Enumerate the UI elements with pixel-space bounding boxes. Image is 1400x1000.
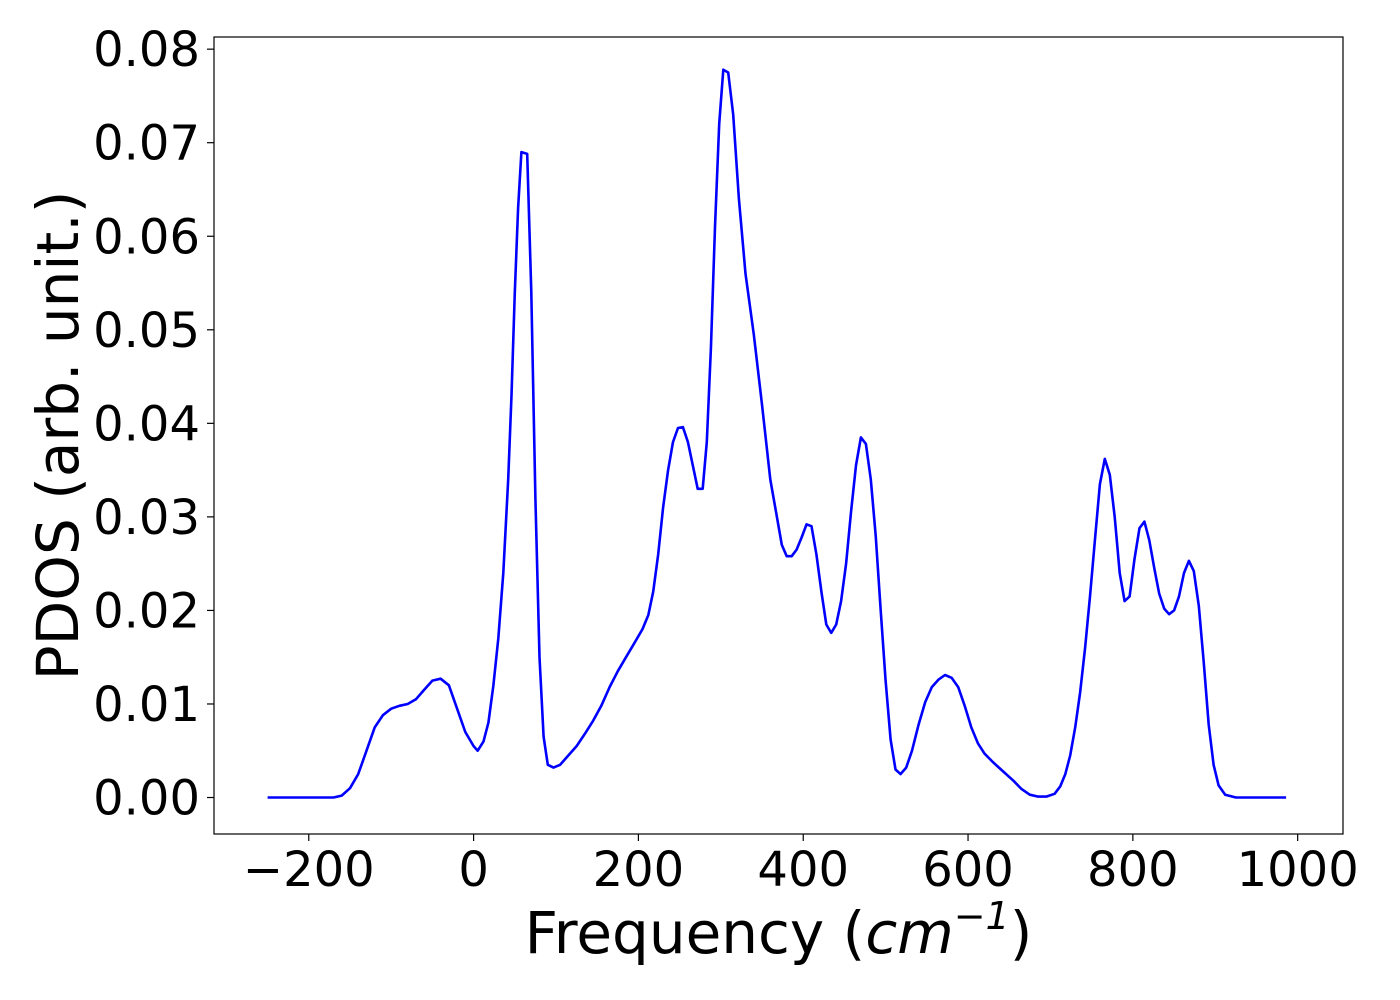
y-axis-label: PDOS (arb. unit.) [24,191,92,681]
x-tick-label: 200 [593,842,685,898]
plot-area [214,37,1343,834]
pdos-series-line [267,68,1287,799]
x-axis-label: Frequency (cm−1) [525,894,1033,967]
y-tick-label: 0.00 [93,771,200,827]
x-axis-ticks: −200 0 200 400 600 800 1000 [243,834,1359,898]
y-tick-label: 0.04 [93,396,200,452]
y-tick-label: 0.07 [93,116,200,172]
y-tick-label: 0.03 [93,490,200,546]
axes-background [214,37,1343,834]
x-tick-label: −200 [243,842,375,898]
x-tick-label: 0 [458,842,489,898]
y-tick-label: 0.02 [93,583,200,639]
y-axis-ticks: 0.00 0.01 0.02 0.03 0.04 0.05 0.06 0.07 0.08 [93,22,214,827]
series-layer [267,68,1287,799]
x-tick-label: 400 [757,842,849,898]
x-tick-label: 1000 [1237,842,1359,898]
y-tick-label: 0.08 [93,22,200,78]
x-tick-label: 600 [922,842,1014,898]
y-tick-label: 0.01 [93,677,200,733]
axes-frame [213,36,1344,835]
y-tick-label: 0.05 [93,303,200,359]
y-tick-label: 0.06 [93,209,200,265]
x-tick-label: 800 [1087,842,1179,898]
